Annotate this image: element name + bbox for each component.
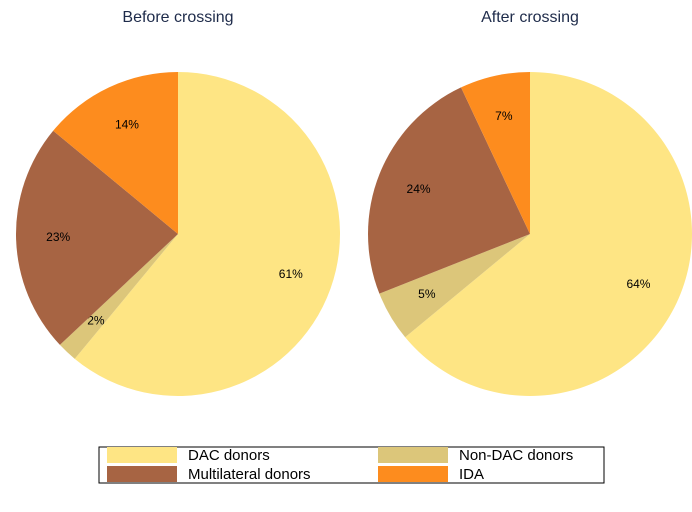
value-label: 7% xyxy=(495,109,513,123)
pie-slice xyxy=(379,234,530,338)
value-label: 64% xyxy=(626,277,650,291)
legend-swatch xyxy=(107,447,177,463)
legend-box xyxy=(98,446,605,484)
value-label: 14% xyxy=(115,118,139,132)
pie-slice xyxy=(15,130,179,345)
pie-slice xyxy=(74,72,340,396)
legend-label: Multilateral donors xyxy=(188,466,311,483)
legend-swatch xyxy=(378,466,448,482)
value-label: 23% xyxy=(46,230,70,244)
value-label: 2% xyxy=(87,314,105,328)
pie-slice xyxy=(405,72,692,396)
pie-slice xyxy=(59,234,178,359)
legend-label: Non-DAC donors xyxy=(459,447,573,464)
value-label: 61% xyxy=(279,267,303,281)
value-label: 24% xyxy=(407,182,431,196)
pie-slice xyxy=(53,72,179,234)
chart-title: Before crossing xyxy=(122,9,233,26)
legend-swatch xyxy=(378,447,448,463)
pie-slice xyxy=(368,87,530,294)
legend-label: IDA xyxy=(459,466,484,483)
legend-swatch xyxy=(107,466,177,482)
pie-slice xyxy=(461,72,530,234)
chart-title: After crossing xyxy=(481,9,579,26)
value-label: 5% xyxy=(418,287,436,301)
legend-label: DAC donors xyxy=(188,447,270,464)
